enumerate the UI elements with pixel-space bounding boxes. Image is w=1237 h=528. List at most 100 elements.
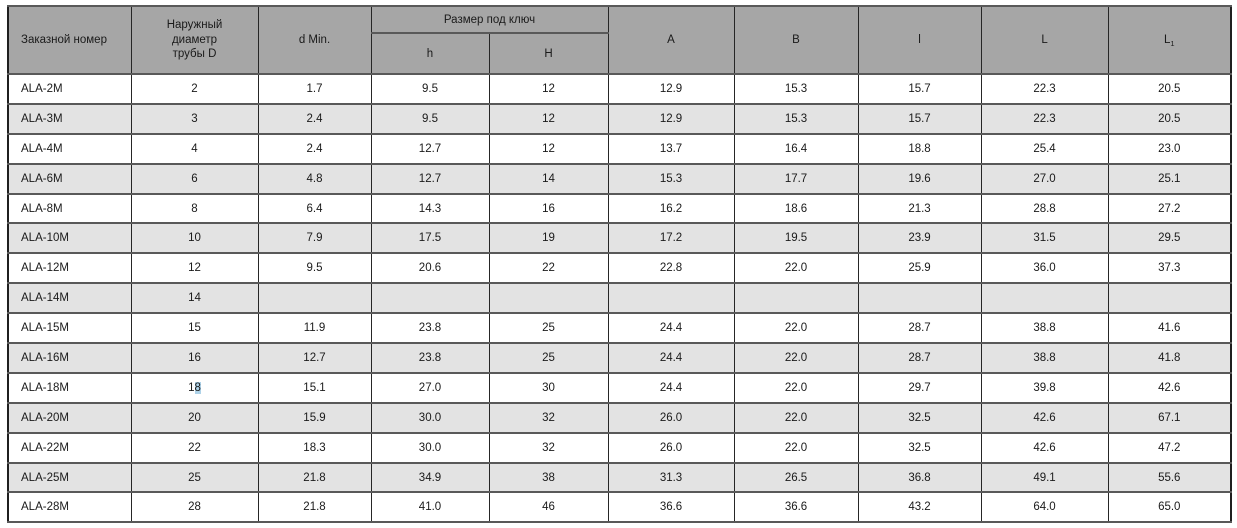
value-cell-A: 24.4: [607, 342, 735, 374]
value-cell-H: 16: [488, 192, 609, 225]
col-header-d-min: d Min.: [257, 5, 372, 75]
table-row: ALA-4M 4 2.4 12.7 12 13.7 16.4 18.8 25.4 23.0: [7, 132, 1232, 165]
value-cell-L: 38.8: [980, 342, 1109, 374]
value-cell-L1: 25.1: [1107, 162, 1232, 195]
col-header-A: A: [607, 5, 735, 75]
value-cell-l: 28.7: [857, 342, 982, 374]
value-cell-d_min: 2.4: [257, 132, 372, 165]
value-cell-A: 36.6: [607, 491, 735, 524]
table-row: ALA-3M 3 2.4 9.5 12 12.9 15.3 15.7 22.3 20.5: [7, 102, 1232, 135]
value-cell-d_min: 1.7: [257, 73, 372, 105]
value-cell-l: 15.7: [857, 73, 982, 105]
value-cell-A: 17.2: [607, 222, 735, 255]
value-cell-h: 23.8: [370, 312, 490, 345]
value-cell-l: 23.9: [857, 222, 982, 255]
value-cell-L1: 20.5: [1107, 102, 1232, 135]
value-cell-A: 12.9: [607, 102, 735, 135]
value-cell-L: 25.4: [980, 132, 1109, 165]
value-cell-l: 19.6: [857, 162, 982, 195]
header-row-sub: h H: [8, 32, 1231, 75]
value-cell-A: 15.3: [607, 162, 735, 195]
value-cell-l: [857, 282, 982, 315]
value-cell-h: 17.5: [370, 222, 490, 255]
value-cell-d_min: 21.8: [257, 491, 372, 524]
value-cell-D: 12: [130, 252, 259, 285]
value-cell-L1: 65.0: [1107, 491, 1232, 524]
value-cell-d_min: 21.8: [257, 461, 372, 494]
value-cell-d_min: 4.8: [257, 162, 372, 195]
value-cell-L: 28.8: [980, 192, 1109, 225]
value-cell-H: 32: [488, 401, 609, 434]
table-row: ALA-22M 22 18.3 30.0 32 26.0 22.0 32.5 42.6 47.2: [7, 431, 1232, 464]
value-cell-L1: 42.6: [1107, 371, 1232, 404]
value-cell-L1: [1107, 282, 1232, 315]
value-cell-H: 46: [488, 491, 609, 524]
value-cell-D: 2: [130, 73, 259, 105]
value-cell-h: 20.6: [370, 252, 490, 285]
value-cell-h: 23.8: [370, 342, 490, 374]
value-cell-B: 26.5: [733, 461, 859, 494]
value-cell-d_min: 7.9: [257, 222, 372, 255]
order-number-cell: ALA-28M: [7, 491, 132, 524]
value-cell-L: 42.6: [980, 401, 1109, 434]
value-cell-L: 36.0: [980, 252, 1109, 285]
value-cell-A: 22.8: [607, 252, 735, 285]
table-row: ALA-6M 6 4.8 12.7 14 15.3 17.7 19.6 27.0 25.1: [7, 162, 1232, 195]
table-row: ALA-14M 14: [7, 282, 1232, 315]
col-header-B: B: [733, 5, 859, 75]
value-cell-H: 14: [488, 162, 609, 195]
value-cell-D: 10: [130, 222, 259, 255]
value-cell-h: 12.7: [370, 132, 490, 165]
order-number-cell: ALA-14M: [7, 282, 132, 315]
value-cell-H: 38: [488, 461, 609, 494]
value-cell-B: [733, 282, 859, 315]
value-cell-D: 20: [130, 401, 259, 434]
header-row-top: Заказной номер Наружный диаметр трубы D …: [7, 5, 1232, 75]
value-cell-A: 31.3: [607, 461, 735, 494]
value-cell-B: 15.3: [733, 73, 859, 105]
value-cell-l: 21.3: [857, 192, 982, 225]
value-cell-B: 22.0: [733, 342, 859, 374]
value-cell-L1: 47.2: [1107, 431, 1232, 464]
value-cell-h: 30.0: [370, 431, 490, 464]
table-row: ALA-8M 8 6.4 14.3 16 16.2 18.6 21.3 28.8 27.2: [7, 192, 1232, 225]
value-cell-l: 36.8: [857, 461, 982, 494]
value-cell-L1: 67.1: [1107, 401, 1232, 434]
value-cell-d_min: [257, 282, 372, 315]
value-cell-A: 24.4: [607, 312, 735, 345]
value-cell-L: 31.5: [980, 222, 1109, 255]
value-cell-L: 22.3: [980, 102, 1109, 135]
value-cell-B: 16.4: [733, 132, 859, 165]
table-row: ALA-18M 18 15.1 27.0 30 24.4 22.0 29.7 39.8 42.6: [7, 371, 1232, 404]
table-header: Заказной номер Наружный диаметр трубы D …: [7, 5, 1232, 75]
value-cell-L: 64.0: [980, 491, 1109, 524]
value-cell-B: 22.0: [733, 401, 859, 434]
value-cell-h: 27.0: [370, 371, 490, 404]
value-cell-D: 3: [130, 102, 259, 135]
value-cell-h: 34.9: [370, 461, 490, 494]
col-header-h: h: [370, 32, 490, 75]
table-row: ALA-16M 16 12.7 23.8 25 24.4 22.0 28.7 38.8 41.8: [7, 342, 1232, 374]
value-cell-H: 30: [488, 371, 609, 404]
spec-table: Заказной номер Наружный диаметр трубы D …: [7, 5, 1233, 524]
value-cell-l: 28.7: [857, 312, 982, 345]
col-header-order-number: Заказной номер: [7, 5, 132, 75]
value-cell-B: 18.6: [733, 192, 859, 225]
value-cell-B: 22.0: [733, 431, 859, 464]
value-cell-A: 13.7: [607, 132, 735, 165]
col-header-l: l: [857, 5, 982, 75]
value-cell-H: 32: [488, 431, 609, 464]
value-cell-L1: 27.2: [1107, 192, 1232, 225]
value-cell-B: 36.6: [733, 491, 859, 524]
table-row: ALA-15M 15 11.9 23.8 25 24.4 22.0 28.7 38.8 41.6: [7, 312, 1232, 345]
value-cell-d_min: 15.9: [257, 401, 372, 434]
value-cell-D: 15: [130, 312, 259, 345]
order-number-cell: ALA-6M: [7, 162, 132, 195]
value-cell-L1: 29.5: [1107, 222, 1232, 255]
value-cell-H: 12: [488, 73, 609, 105]
table-row: ALA-10M 10 7.9 17.5 19 17.2 19.5 23.9 31.5 29.5: [7, 222, 1232, 255]
order-number-cell: ALA-10M: [7, 222, 132, 255]
value-cell-H: 12: [488, 102, 609, 135]
value-cell-l: 43.2: [857, 491, 982, 524]
